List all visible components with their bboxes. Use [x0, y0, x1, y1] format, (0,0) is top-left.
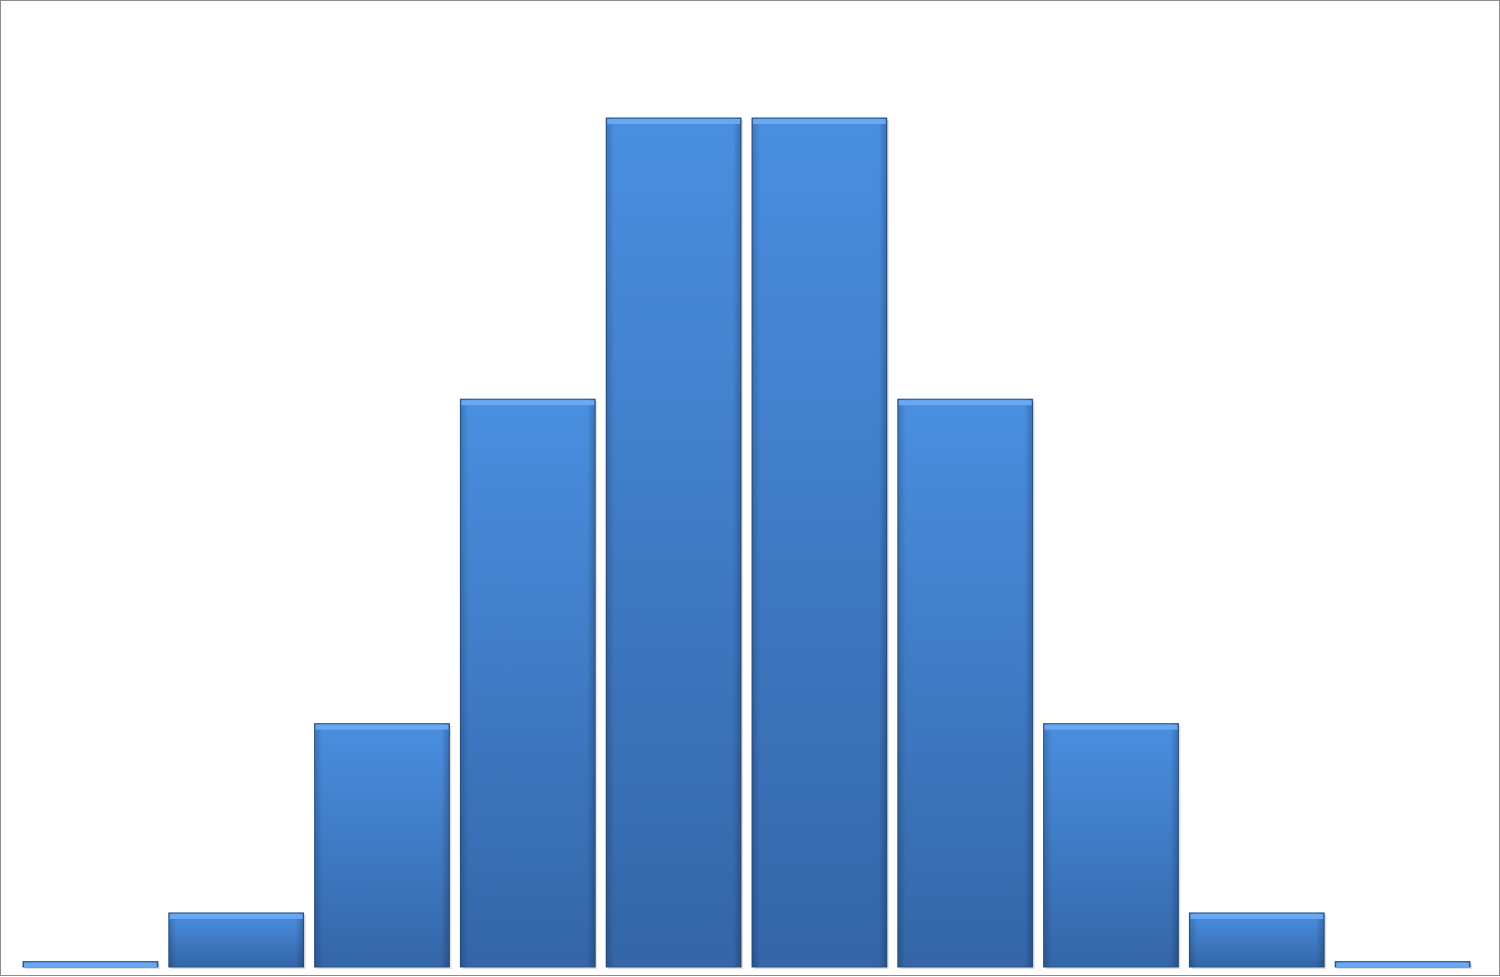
- bar: [897, 398, 1035, 969]
- bar-bevel: [315, 724, 449, 730]
- bar-bevel: [169, 913, 303, 919]
- bar-bevel: [607, 119, 740, 124]
- bar-edge-shade: [897, 399, 1033, 967]
- bar-edge-shade: [168, 912, 304, 967]
- bar: [22, 961, 160, 969]
- bar-edge-shade: [460, 399, 596, 967]
- bar: [1188, 912, 1327, 969]
- bar-edge-shade: [1043, 723, 1179, 967]
- bar-bevel: [1044, 724, 1178, 730]
- bar-bevel: [753, 119, 886, 124]
- bar: [605, 117, 743, 969]
- bar: [1334, 961, 1472, 969]
- bar: [1043, 723, 1181, 969]
- bar-edge-shade: [606, 118, 741, 967]
- bar-bevel: [898, 400, 1032, 406]
- bar: [751, 117, 889, 969]
- bar-bevel: [1336, 962, 1469, 967]
- bar-edge-shade: [752, 118, 887, 967]
- bar: [314, 723, 452, 969]
- bar-bevel: [461, 400, 595, 406]
- bar: [168, 912, 306, 969]
- bar-bevel: [24, 962, 157, 967]
- bar: [459, 398, 598, 969]
- bar-bevel: [1190, 913, 1324, 919]
- bar-edge-shade: [1189, 912, 1325, 967]
- bar-edge-shade: [314, 723, 450, 967]
- bars-group: [22, 117, 1472, 969]
